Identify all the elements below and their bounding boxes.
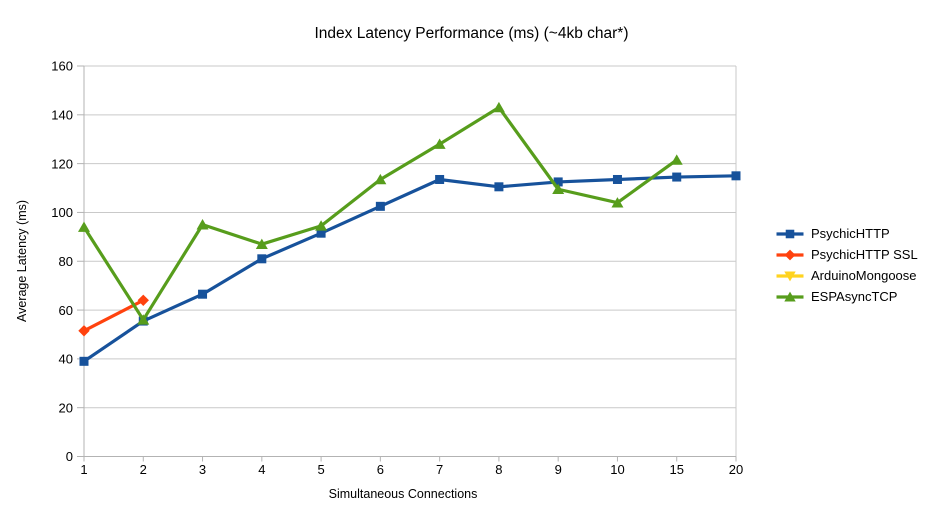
- arduinomongoose-legend-triangle-down-icon: [776, 270, 804, 281]
- legend-marker: [784, 249, 796, 260]
- marker-psychichttp-4: [257, 254, 267, 264]
- marker-psychichttp-20: [731, 171, 741, 181]
- x-tick-label: 7: [436, 462, 443, 477]
- x-tick-label: 8: [495, 462, 502, 477]
- legend-label: ArduinoMongoose: [811, 268, 917, 283]
- y-tick-label: 160: [51, 59, 73, 74]
- x-axis-title: Simultaneous Connections: [328, 487, 478, 501]
- x-tick-label: 10: [610, 462, 624, 477]
- marker-psychichttp-ssl-2: [137, 294, 149, 306]
- y-tick-label: 40: [59, 352, 73, 367]
- espasynctcp-legend-triangle-up-icon: [776, 291, 804, 302]
- marker-psychichttp-9: [553, 177, 563, 187]
- x-tick-label: 1: [80, 462, 87, 477]
- x-tick-label: 20: [729, 462, 743, 477]
- marker-espasynctcp-2: [137, 314, 150, 325]
- marker-espasynctcp-4: [255, 238, 268, 249]
- legend-item-psychichttp-ssl: PsychicHTTP SSL: [776, 244, 918, 265]
- y-tick-label: 60: [59, 303, 73, 318]
- x-tick-label: 15: [669, 462, 683, 477]
- marker-espasynctcp-3: [196, 219, 209, 230]
- y-tick-label: 120: [51, 156, 73, 171]
- legend-label: PsychicHTTP: [811, 226, 890, 241]
- x-tick-label: 6: [377, 462, 384, 477]
- marker-psychichttp-15: [672, 172, 682, 182]
- marker-espasynctcp-6: [374, 173, 387, 185]
- x-tick-label: 9: [555, 462, 562, 477]
- x-tick-label: 3: [199, 462, 206, 477]
- marker-psychichttp-6: [375, 201, 385, 211]
- marker-psychichttp-3: [198, 289, 208, 299]
- legend-marker: [785, 229, 795, 238]
- marker-psychichttp-7: [435, 174, 445, 184]
- y-tick-label: 140: [51, 108, 73, 123]
- marker-psychichttp-10: [612, 174, 622, 184]
- x-tick-label: 5: [317, 462, 324, 477]
- y-tick-label: 80: [59, 254, 73, 269]
- marker-espasynctcp-10: [611, 197, 624, 208]
- y-tick-label: 100: [51, 205, 73, 220]
- x-tick-label: 2: [140, 462, 147, 477]
- legend-item-espasynctcp: ESPAsyncTCP: [776, 286, 918, 307]
- marker-espasynctcp-8: [492, 101, 505, 113]
- marker-psychichttp-ssl-1: [78, 325, 90, 337]
- y-tick-label: 0: [66, 449, 73, 464]
- series-line-psychichttp: [83, 174, 737, 363]
- legend-item-psychichttp: PsychicHTTP: [776, 223, 918, 244]
- legend-label: PsychicHTTP SSL: [811, 247, 918, 262]
- marker-psychichttp-5: [316, 228, 326, 238]
- marker-espasynctcp-5: [315, 220, 328, 231]
- x-tick-label: 4: [258, 462, 265, 477]
- y-tick-label: 20: [59, 400, 73, 415]
- marker-psychichttp-1: [79, 356, 89, 366]
- marker-espasynctcp-7: [433, 138, 446, 149]
- marker-espasynctcp-9: [552, 183, 565, 195]
- marker-espasynctcp-15: [670, 154, 683, 165]
- series-line-espasynctcp: [82, 105, 678, 322]
- marker-espasynctcp-1: [78, 221, 90, 232]
- psychichttp-ssl-legend-diamond-icon: [776, 249, 804, 260]
- marker-psychichttp-8: [494, 182, 504, 192]
- legend-item-arduinomongoose: ArduinoMongoose: [776, 265, 918, 286]
- legend: PsychicHTTP PsychicHTTP SSL ArduinoMongoos…: [776, 223, 918, 307]
- legend-marker: [784, 270, 796, 281]
- legend-label: ESPAsyncTCP: [811, 289, 898, 304]
- chart-title: Index Latency Performance (ms) (~4kb cha…: [314, 25, 629, 42]
- legend-marker: [784, 291, 796, 302]
- psychichttp-legend-square-icon: [776, 229, 804, 238]
